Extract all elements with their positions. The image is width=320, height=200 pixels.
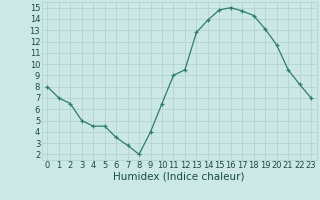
X-axis label: Humidex (Indice chaleur): Humidex (Indice chaleur) (114, 172, 245, 182)
